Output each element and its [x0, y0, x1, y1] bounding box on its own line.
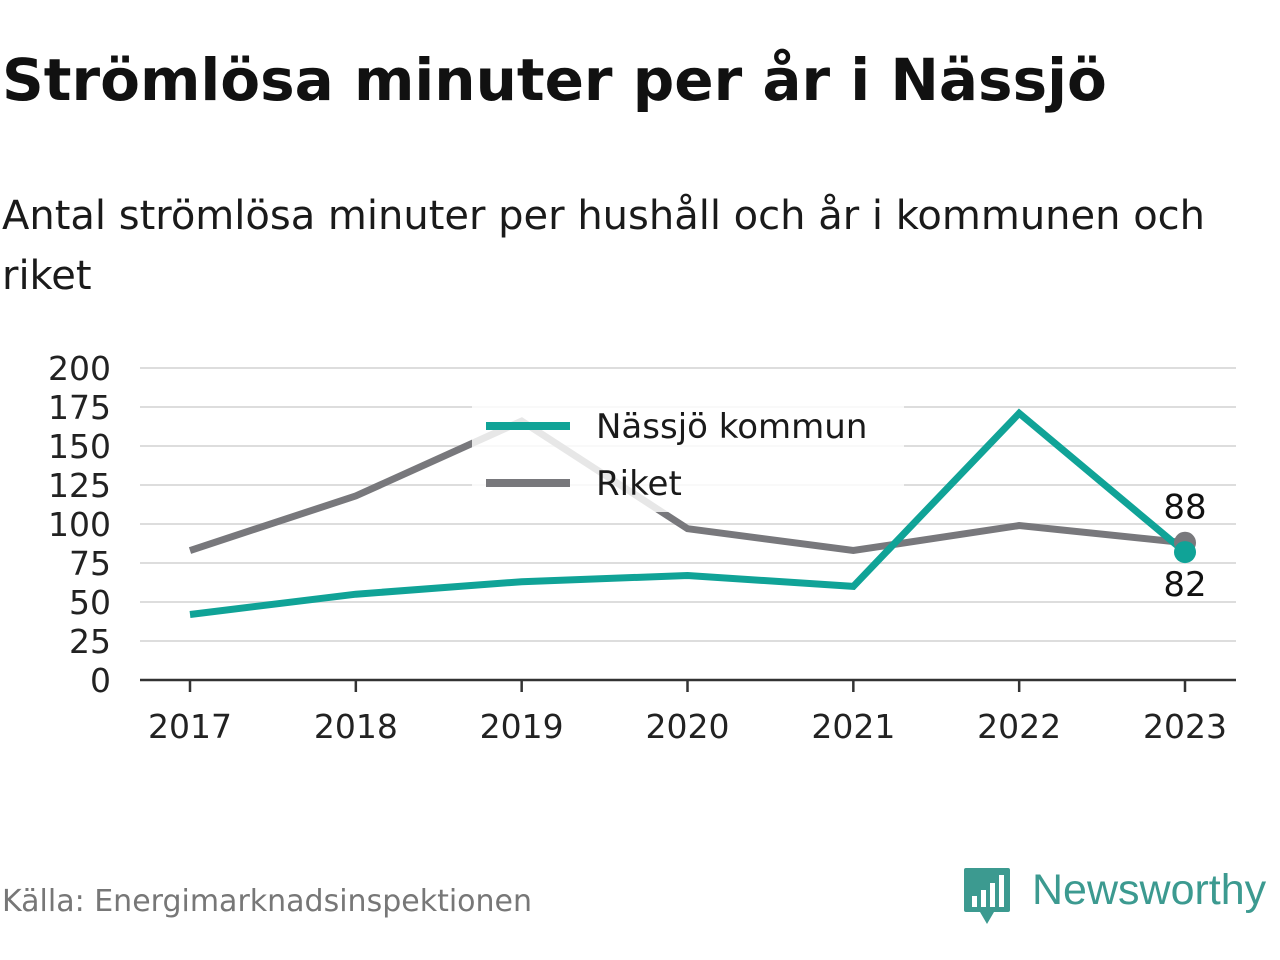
end-labels: 82 88 — [1163, 488, 1206, 605]
y-tick-125: 125 — [48, 466, 111, 505]
y-tick-150: 150 — [48, 427, 111, 466]
end-label-nassjo-kommun: 82 — [1163, 565, 1206, 605]
x-axis: 2017 2018 2019 2020 2021 2022 2023 — [140, 678, 1236, 746]
y-tick-25: 25 — [69, 622, 111, 661]
x-tick-2018: 2018 — [314, 707, 398, 746]
y-tick-0: 0 — [90, 661, 111, 700]
x-tick-2020: 2020 — [646, 707, 730, 746]
legend-background — [472, 400, 904, 512]
legend: Nässjö kommun Riket — [472, 400, 904, 512]
y-tick-100: 100 — [48, 505, 111, 544]
newsworthy-logo: Newsworthy — [962, 862, 1278, 926]
x-tick-2023: 2023 — [1143, 707, 1227, 746]
y-tick-75: 75 — [69, 544, 111, 583]
legend-label-riket: Riket — [596, 464, 682, 504]
bar-chart-speech-bubble-icon — [964, 868, 1010, 924]
series-lines — [188, 408, 1196, 618]
end-marker-nassjo-kommun — [1174, 541, 1196, 564]
source-text: Källa: Energimarknadsinspektionen — [2, 884, 533, 919]
x-tick-2022: 2022 — [977, 707, 1061, 746]
end-label-riket: 88 — [1163, 488, 1206, 528]
series-line-nassjo-kommun — [189, 408, 1188, 618]
y-tick-175: 175 — [48, 388, 111, 427]
brand-name: Newsworthy — [1032, 866, 1267, 914]
y-tick-200: 200 — [48, 349, 111, 388]
chart-subtitle: Antal strömlösa minuter per hushåll och … — [2, 193, 1206, 299]
legend-label-nassjo-kommun: Nässjö kommun — [596, 407, 867, 447]
y-tick-50: 50 — [69, 583, 111, 622]
x-tick-2017: 2017 — [148, 707, 232, 746]
line-chart: 2017 2018 2019 2020 2021 2022 2023 02550751001… — [48, 349, 1236, 746]
chart-title: Strömlösa minuter per år i Nässjö — [2, 46, 1107, 114]
x-tick-2019: 2019 — [480, 707, 564, 746]
series-line-riket — [188, 417, 1186, 555]
x-tick-2021: 2021 — [811, 707, 895, 746]
